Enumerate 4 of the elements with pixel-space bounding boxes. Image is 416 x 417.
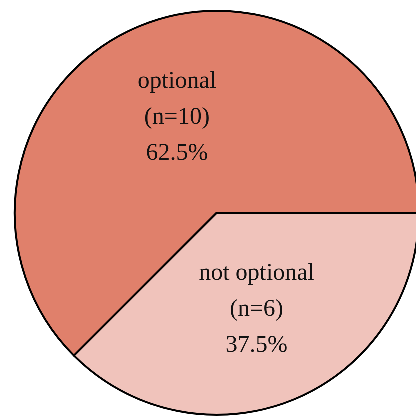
data-label: (n=10) 62.5% [144, 104, 210, 166]
slice-label: optional [138, 68, 217, 94]
slice-label: not optional [199, 260, 315, 286]
data-label: (n=6) 37.5% [226, 296, 288, 358]
